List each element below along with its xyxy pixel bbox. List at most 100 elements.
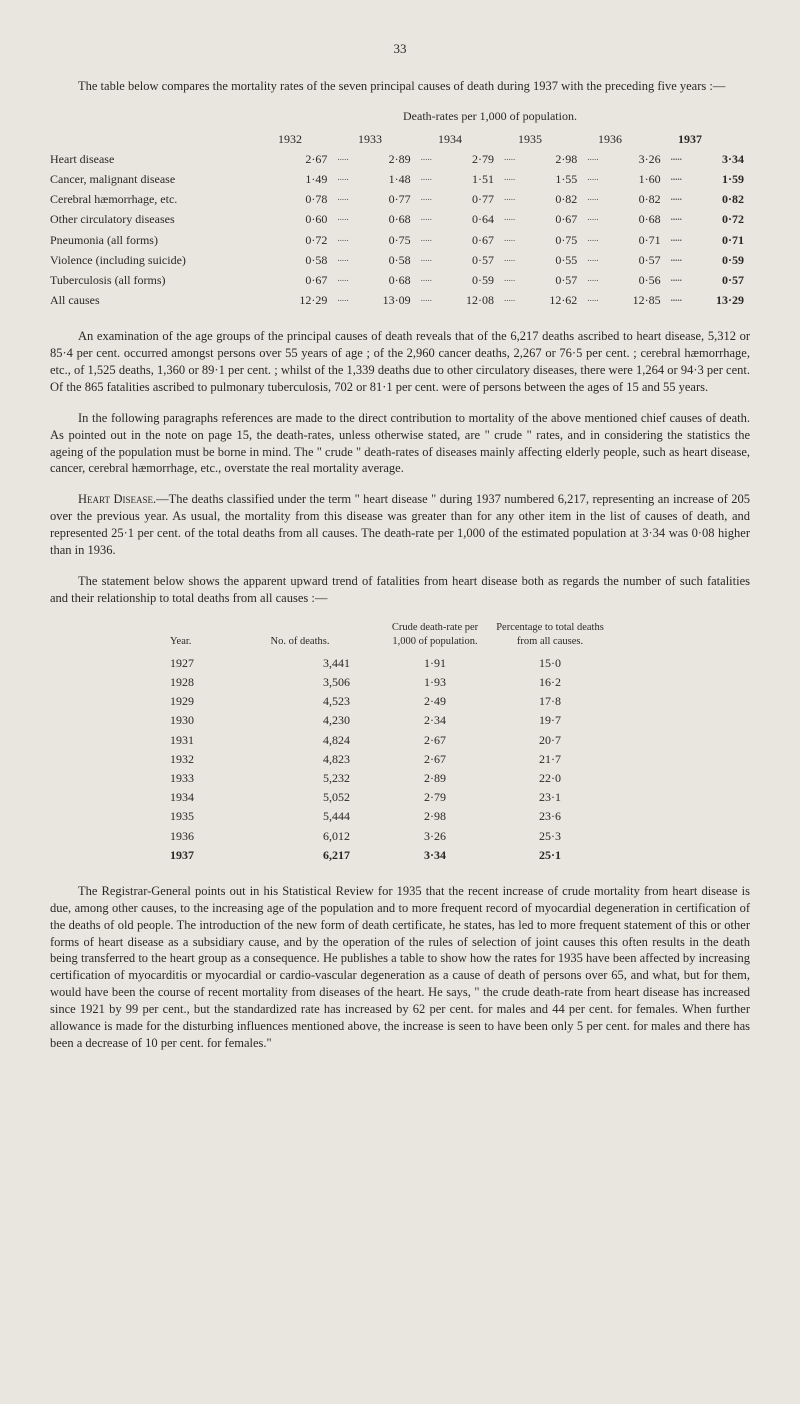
- year-header: 1933: [330, 131, 410, 147]
- cell-deaths: 5,444: [250, 808, 380, 824]
- cell-value: 0·57: [583, 252, 666, 268]
- cell-deaths: 3,506: [250, 674, 380, 690]
- cell-pct: 16·2: [490, 674, 610, 690]
- cell-year: 1936: [170, 828, 250, 844]
- cell-year: 1931: [170, 732, 250, 748]
- crude-rates-paragraph: In the following paragraphs references a…: [50, 410, 750, 478]
- cell-value: 1·55: [500, 171, 583, 187]
- cell-year: 1937: [170, 847, 250, 863]
- cell-year: 1930: [170, 712, 250, 728]
- cell-deaths: 5,232: [250, 770, 380, 786]
- cell-value: 0·77: [417, 191, 500, 207]
- heart-disease-trend-table: Year. No. of deaths. Crude death-rate pe…: [170, 621, 750, 863]
- table-row: Heart disease2·672·892·792·983·263·34: [50, 151, 750, 167]
- cell-value: 0·58: [333, 252, 416, 268]
- cell-deaths: 5,052: [250, 789, 380, 805]
- cell-rate: 2·79: [380, 789, 490, 805]
- table-row: Cancer, malignant disease1·491·481·511·5…: [50, 171, 750, 187]
- cell-rate: 2·67: [380, 732, 490, 748]
- table1-header-row: 1932 1933 1934 1935 1936 1937: [50, 131, 750, 147]
- cell-pct: 15·0: [490, 655, 610, 671]
- cell-value: 0·68: [333, 211, 416, 227]
- table-row: Violence (including suicide)0·580·580·57…: [50, 252, 750, 268]
- table-row: 19273,4411·9115·0: [170, 655, 750, 671]
- year-header: 1934: [410, 131, 490, 147]
- table-row: 19304,2302·3419·7: [170, 712, 750, 728]
- cell-pct: 20·7: [490, 732, 610, 748]
- cell-value: 0·67: [417, 232, 500, 248]
- cell-value: 0·71: [583, 232, 666, 248]
- cell-rate: 2·49: [380, 693, 490, 709]
- cell-value: 2·98: [500, 151, 583, 167]
- cell-value: 13·09: [333, 292, 416, 308]
- cell-value: 12·62: [500, 292, 583, 308]
- heart-disease-heading: Heart Disease.: [78, 492, 156, 506]
- cell-value: 0·82: [667, 191, 750, 207]
- cell-pct: 23·1: [490, 789, 610, 805]
- cell-value: 1·49: [250, 171, 333, 187]
- mortality-rates-table: Death-rates per 1,000 of population. 193…: [50, 108, 750, 308]
- cell-value: 2·89: [333, 151, 416, 167]
- cell-value: 3·34: [667, 151, 750, 167]
- cell-year: 1932: [170, 751, 250, 767]
- table-row: Other circulatory diseases0·600·680·640·…: [50, 211, 750, 227]
- cell-value: 0·77: [333, 191, 416, 207]
- cell-value: 0·72: [667, 211, 750, 227]
- cell-value: 1·60: [583, 171, 666, 187]
- cell-value: 0·71: [667, 232, 750, 248]
- registrar-general-paragraph: The Registrar-General points out in his …: [50, 883, 750, 1052]
- year-header: 1937: [650, 131, 730, 147]
- row-label: Heart disease: [50, 151, 250, 167]
- heart-disease-paragraph: Heart Disease.—The deaths classified und…: [50, 491, 750, 559]
- year-header: 1936: [570, 131, 650, 147]
- table-row: 19294,5232·4917·8: [170, 693, 750, 709]
- cell-value: 0·60: [250, 211, 333, 227]
- cell-year: 1933: [170, 770, 250, 786]
- cell-deaths: 3,441: [250, 655, 380, 671]
- row-label: All causes: [50, 292, 250, 308]
- cell-rate: 2·98: [380, 808, 490, 824]
- row-label: Pneumonia (all forms): [50, 232, 250, 248]
- cell-value: 0·78: [250, 191, 333, 207]
- cell-value: 0·82: [500, 191, 583, 207]
- cell-value: 0·75: [500, 232, 583, 248]
- age-groups-paragraph: An examination of the age groups of the …: [50, 328, 750, 396]
- cell-value: 0·59: [417, 272, 500, 288]
- cell-value: 12·85: [583, 292, 666, 308]
- cell-rate: 3·26: [380, 828, 490, 844]
- col-rate: Crude death-rate per 1,000 of population…: [380, 621, 490, 649]
- cell-rate: 2·89: [380, 770, 490, 786]
- cell-deaths: 4,230: [250, 712, 380, 728]
- cell-rate: 1·91: [380, 655, 490, 671]
- cell-deaths: 4,824: [250, 732, 380, 748]
- cell-value: 3·26: [583, 151, 666, 167]
- cell-value: 0·57: [500, 272, 583, 288]
- cell-value: 12·29: [250, 292, 333, 308]
- page-number: 33: [50, 40, 750, 58]
- table-row: All causes12·2913·0912·0812·6212·8513·29: [50, 292, 750, 308]
- cell-value: 2·79: [417, 151, 500, 167]
- cell-value: 0·68: [583, 211, 666, 227]
- cell-year: 1935: [170, 808, 250, 824]
- table-row: 19324,8232·6721·7: [170, 751, 750, 767]
- cell-value: 0·57: [417, 252, 500, 268]
- cell-value: 0·56: [583, 272, 666, 288]
- intro-paragraph: The table below compares the mortality r…: [50, 78, 750, 95]
- cell-year: 1927: [170, 655, 250, 671]
- row-label: Cerebral hæmorrhage, etc.: [50, 191, 250, 207]
- cell-pct: 17·8: [490, 693, 610, 709]
- cell-value: 0·75: [333, 232, 416, 248]
- cell-pct: 22·0: [490, 770, 610, 786]
- cell-deaths: 6,217: [250, 847, 380, 863]
- table1-title: Death-rates per 1,000 of population.: [230, 108, 750, 124]
- year-header: 1932: [250, 131, 330, 147]
- cell-pct: 23·6: [490, 808, 610, 824]
- cell-value: 2·67: [250, 151, 333, 167]
- cell-value: 0·59: [667, 252, 750, 268]
- cell-rate: 3·34: [380, 847, 490, 863]
- cell-value: 0·67: [250, 272, 333, 288]
- row-label: Violence (including suicide): [50, 252, 250, 268]
- cell-rate: 1·93: [380, 674, 490, 690]
- cell-value: 0·58: [250, 252, 333, 268]
- row-label: Other circulatory diseases: [50, 211, 250, 227]
